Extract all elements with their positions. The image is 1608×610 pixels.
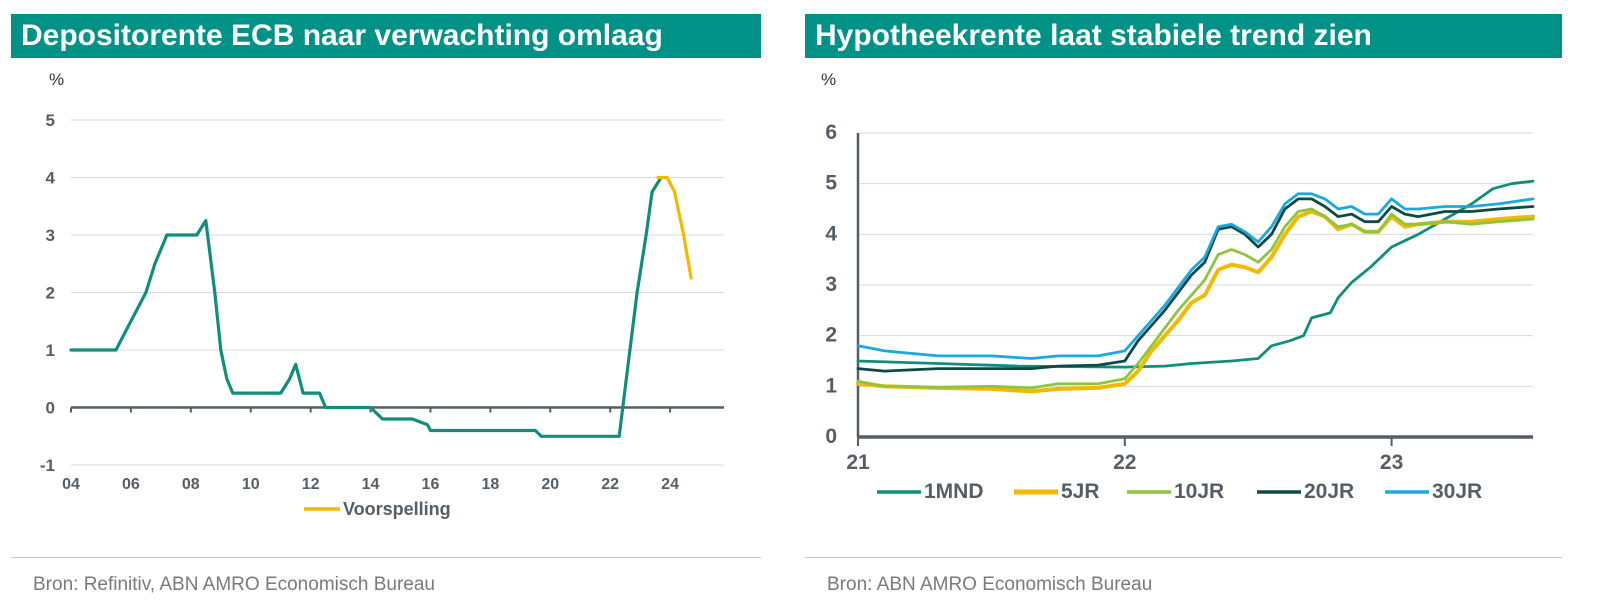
y-tick-label: 6	[825, 121, 837, 144]
y-tick-label: 0	[46, 399, 55, 418]
left-divider	[11, 557, 761, 558]
series-line-10jr	[856, 207, 1535, 390]
x-tick-label: 14	[362, 476, 380, 493]
y-tick-label: 0	[825, 425, 837, 448]
x-tick-label: 08	[182, 476, 200, 493]
series-line-series-1	[69, 175, 663, 438]
right-source: Bron: ABN AMRO Economisch Bureau	[827, 574, 1153, 595]
x-tick-label: 24	[661, 476, 679, 493]
x-tick-label: 04	[62, 476, 80, 493]
right-chart-title: Hypotheekrente laat stabiele trend zien	[805, 14, 1562, 58]
y-tick-label: 2	[46, 284, 55, 303]
y-tick-label: 1	[825, 374, 837, 397]
series-line-20jr	[856, 197, 1535, 373]
y-tick-label: 5	[825, 172, 837, 195]
y-tick-label: 2	[825, 324, 837, 347]
y-tick-label: 5	[46, 111, 55, 130]
y-unit-label: %	[821, 70, 836, 89]
y-tick-label: -1	[40, 456, 55, 475]
legend-label: 1MND	[924, 480, 984, 503]
right-divider	[805, 557, 1562, 558]
legend-label: 30JR	[1432, 480, 1482, 503]
legend-label: Voorspelling	[343, 499, 451, 519]
x-tick-label: 21	[846, 451, 870, 474]
y-tick-label: 3	[46, 226, 55, 245]
series-line-30jr	[856, 192, 1535, 360]
left-chart-title: Depositorente ECB naar verwachting omlaa…	[11, 14, 761, 58]
y-tick-label: 4	[46, 169, 56, 188]
x-tick-label: 12	[302, 476, 320, 493]
series-line-5jr	[856, 209, 1535, 394]
y-tick-label: 3	[825, 273, 837, 296]
legend-label: 5JR	[1061, 480, 1100, 503]
x-tick-label: 18	[481, 476, 499, 493]
left-source: Bron: Refinitiv, ABN AMRO Economisch Bur…	[33, 574, 435, 595]
x-tick-label: 20	[541, 476, 559, 493]
y-tick-label: 4	[825, 222, 837, 245]
legend-label: 10JR	[1174, 480, 1224, 503]
y-tick-label: 1	[46, 341, 55, 360]
left-panel: Depositorente ECB naar verwachting omlaa…	[11, 0, 761, 610]
x-tick-label: 16	[422, 476, 440, 493]
x-tick-label: 06	[122, 476, 140, 493]
x-tick-label: 10	[242, 476, 260, 493]
series-line-1mnd	[856, 179, 1535, 369]
x-tick-label: 22	[601, 476, 619, 493]
y-unit-label: %	[49, 70, 64, 89]
series-line-voorspelling	[656, 175, 693, 280]
x-tick-label: 23	[1380, 451, 1403, 474]
x-tick-label: 22	[1113, 451, 1136, 474]
legend-label: 20JR	[1304, 480, 1354, 503]
right-panel: Hypotheekrente laat stabiele trend zien …	[805, 0, 1562, 610]
